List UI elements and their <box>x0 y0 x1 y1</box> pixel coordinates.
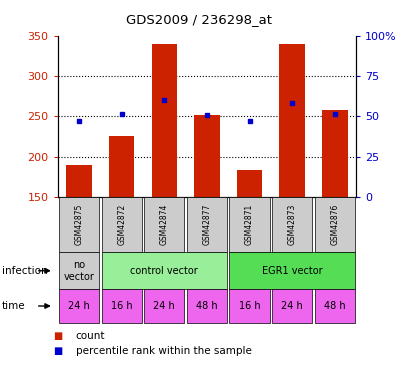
Text: GSM42872: GSM42872 <box>117 204 126 245</box>
Text: 48 h: 48 h <box>196 301 218 311</box>
Text: GSM42874: GSM42874 <box>160 204 169 245</box>
Text: GSM42875: GSM42875 <box>74 204 84 245</box>
Text: time: time <box>2 301 25 311</box>
Text: 16 h: 16 h <box>111 301 133 311</box>
Text: no
vector: no vector <box>64 260 94 282</box>
Bar <box>109 136 135 197</box>
Text: infection: infection <box>2 266 48 276</box>
Bar <box>237 170 262 197</box>
Bar <box>152 44 177 197</box>
Bar <box>279 44 305 197</box>
Text: count: count <box>76 331 105 341</box>
Text: EGR1 vector: EGR1 vector <box>262 266 322 276</box>
Bar <box>194 115 220 197</box>
Text: GSM42873: GSM42873 <box>288 204 297 245</box>
Text: GSM42876: GSM42876 <box>330 204 339 245</box>
Bar <box>322 110 348 197</box>
Text: 48 h: 48 h <box>324 301 346 311</box>
Text: GSM42877: GSM42877 <box>203 204 211 245</box>
Text: 16 h: 16 h <box>239 301 260 311</box>
Bar <box>66 165 92 197</box>
Text: 24 h: 24 h <box>154 301 175 311</box>
Text: percentile rank within the sample: percentile rank within the sample <box>76 346 252 356</box>
Text: ■: ■ <box>53 331 62 341</box>
Text: 24 h: 24 h <box>68 301 90 311</box>
Text: ■: ■ <box>53 346 62 356</box>
Text: control vector: control vector <box>131 266 198 276</box>
Text: GDS2009 / 236298_at: GDS2009 / 236298_at <box>126 13 272 26</box>
Text: 24 h: 24 h <box>281 301 303 311</box>
Text: GSM42871: GSM42871 <box>245 204 254 245</box>
